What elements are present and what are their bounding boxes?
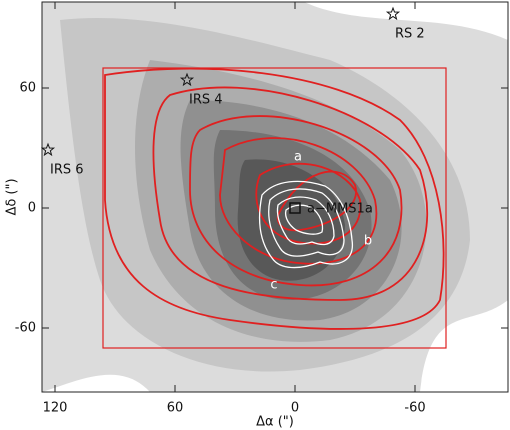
component-label: a xyxy=(294,150,302,165)
x-tick-label: 120 xyxy=(43,401,68,416)
x-axis-label: Δα (") xyxy=(256,415,294,430)
source-label: IRS 6 xyxy=(50,163,84,178)
red-contours xyxy=(104,67,445,330)
star-marker xyxy=(385,6,401,21)
region-box xyxy=(102,67,447,349)
star-marker xyxy=(179,72,195,87)
square-marker xyxy=(289,202,301,214)
x-tick-label: -60 xyxy=(404,401,425,416)
y-axis-label: Δδ (") xyxy=(5,178,20,215)
source-label: RS 2 xyxy=(395,27,425,42)
intensity-map xyxy=(42,2,508,392)
plot-frame xyxy=(41,1,509,393)
y-tick-label: -60 xyxy=(15,321,36,336)
source-label: a−MMS1a xyxy=(307,202,373,217)
y-tick-label: 60 xyxy=(19,81,36,96)
source-label: IRS 4 xyxy=(189,93,223,108)
x-tick-label: 60 xyxy=(167,401,184,416)
component-label: b xyxy=(364,234,372,249)
y-tick-label: 0 xyxy=(28,201,36,216)
white-contours xyxy=(259,180,353,269)
x-tick-label: 0 xyxy=(291,401,299,416)
component-label: c xyxy=(270,278,277,293)
star-marker xyxy=(40,142,56,157)
gray-contours xyxy=(42,2,508,392)
